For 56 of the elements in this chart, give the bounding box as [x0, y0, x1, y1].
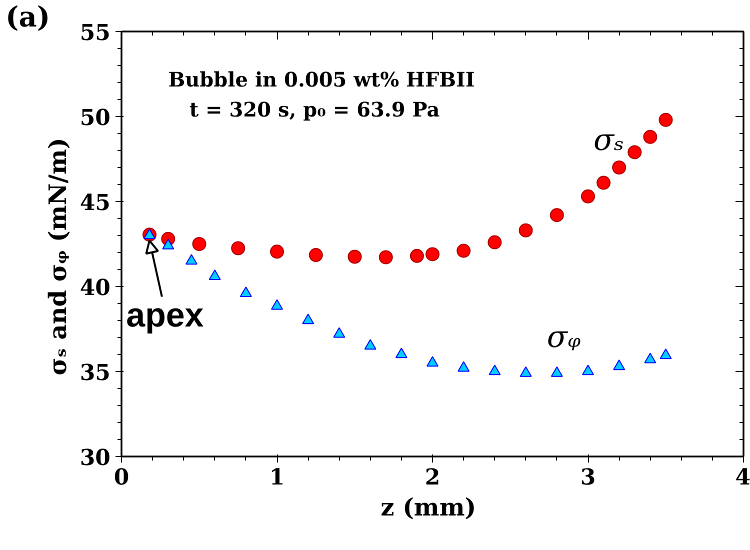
series-label: σᵩ [546, 320, 582, 356]
point [143, 228, 156, 240]
point [582, 364, 594, 376]
point [364, 339, 376, 350]
point [231, 241, 246, 256]
y-tick-label: 50 [80, 105, 111, 131]
point [426, 356, 438, 367]
y-tick-label: 40 [80, 275, 111, 301]
point [378, 250, 393, 264]
point [270, 244, 284, 259]
point [488, 364, 501, 376]
y-tick-label: 35 [80, 360, 111, 386]
point [518, 223, 533, 238]
text: (a) [6, 0, 50, 34]
point [550, 208, 564, 222]
y-tick-label: 45 [80, 190, 111, 216]
x-tick-label: 0 [114, 464, 130, 490]
point [644, 352, 656, 364]
annotation: Bubble in 0.005 wt% HFBII [168, 68, 475, 92]
point [643, 130, 658, 144]
point [613, 360, 626, 370]
point [581, 189, 595, 204]
point [660, 348, 672, 360]
annotation: t = 320 s, p₀ = 63.9 Pa [189, 98, 440, 122]
series-label: σₛ [594, 122, 624, 158]
point [520, 366, 532, 377]
point [308, 248, 323, 262]
point [348, 250, 362, 264]
point [550, 366, 563, 377]
point [612, 160, 626, 174]
point [208, 269, 221, 280]
annotation: apex [126, 296, 204, 334]
point [333, 327, 346, 338]
point [458, 361, 470, 372]
y-tick-label: 30 [80, 445, 111, 471]
x-tick-label: 2 [424, 464, 440, 490]
point [596, 176, 611, 190]
point [628, 145, 642, 160]
y-axis-title: σₛ and σᵩ (mN/m) [42, 138, 72, 376]
point [456, 244, 471, 258]
x-tick-label: 4 [735, 464, 750, 490]
point [426, 247, 440, 262]
point [240, 286, 252, 297]
x-tick-label: 3 [580, 464, 596, 490]
point [302, 314, 314, 324]
point [192, 237, 206, 251]
point [395, 348, 408, 358]
x-axis-title: z (mm) [380, 492, 476, 522]
y-tick-label: 55 [80, 20, 111, 46]
point [185, 254, 198, 265]
point [410, 248, 424, 263]
point [271, 299, 283, 310]
point [658, 112, 673, 127]
x-tick-label: 1 [269, 464, 285, 490]
point [488, 235, 502, 250]
point [162, 238, 174, 250]
